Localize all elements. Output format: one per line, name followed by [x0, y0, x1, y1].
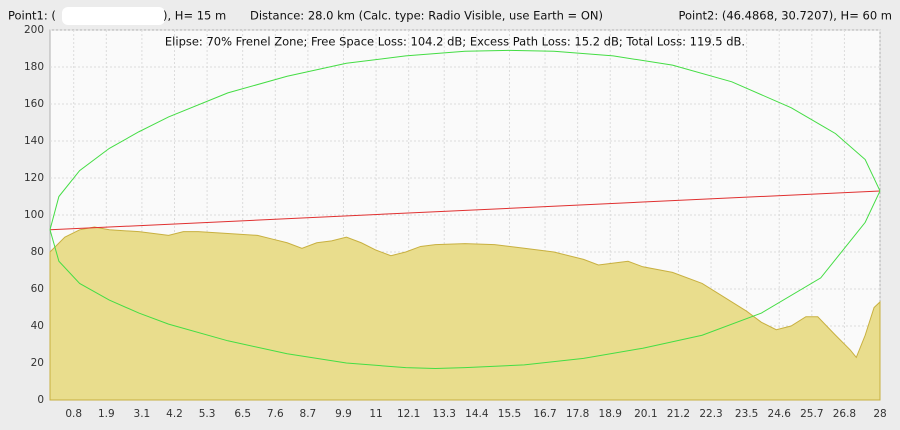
- y-tick-label: 140: [24, 135, 44, 147]
- marks: [49, 49, 881, 401]
- x-tick-label: 9.9: [335, 408, 352, 420]
- x-tick-label: 26.8: [833, 408, 856, 420]
- x-tick-label: 11: [369, 408, 382, 420]
- x-tick-label: 5.3: [199, 408, 216, 420]
- distance: Distance: 28.0 km (Calc. type: Radio Vis…: [250, 9, 603, 23]
- y-tick-label: 60: [31, 283, 44, 295]
- x-tick-label: 28: [873, 408, 886, 420]
- x-tick-label: 21.2: [667, 408, 690, 420]
- chart-subtitle: Elipse: 70% Frenel Zone; Free Space Loss…: [165, 35, 745, 49]
- x-tick-label: 20.1: [634, 408, 657, 420]
- y-tick-label: 40: [31, 320, 44, 332]
- x-tick-label: 16.7: [533, 408, 556, 420]
- x-tick-label: 6.5: [234, 408, 251, 420]
- x-tick-label: 15.5: [498, 408, 521, 420]
- point1-prefix: Point1: (: [8, 9, 56, 23]
- x-tick-label: 22.3: [699, 408, 722, 420]
- y-tick-label: 20: [31, 357, 44, 369]
- x-tick-label: 0.8: [65, 408, 82, 420]
- y-tick-label: 180: [24, 61, 44, 73]
- profile-line: [49, 190, 881, 370]
- x-tick-label: 17.8: [566, 408, 589, 420]
- x-tick-label: 12.1: [397, 408, 420, 420]
- profile-line: [49, 49, 881, 230]
- y-tick-label: 160: [24, 98, 44, 110]
- x-tick-label: 7.6: [267, 408, 284, 420]
- x-tick-label: 23.5: [735, 408, 758, 420]
- x-tick-label: 13.3: [433, 408, 456, 420]
- redacted-box: [62, 7, 165, 25]
- x-tick-label: 1.9: [98, 408, 115, 420]
- y-tick-label: 120: [24, 172, 44, 184]
- y-tick-label: 80: [31, 246, 44, 258]
- y-tick-label: 100: [24, 209, 44, 221]
- point1-suffix: ), H= 15 m: [163, 9, 226, 23]
- x-tick-label: 4.2: [166, 408, 183, 420]
- terrain-area: [49, 226, 881, 401]
- x-tick-label: 8.7: [300, 408, 317, 420]
- x-tick-label: 14.4: [465, 408, 489, 420]
- profile-line: [49, 190, 881, 231]
- point2: Point2: (46.4868, 30.7207), H= 60 m: [678, 9, 892, 23]
- y-tick-label: 200: [24, 24, 44, 36]
- x-tick-label: 18.9: [599, 408, 622, 420]
- x-tick-label: 3.1: [134, 408, 151, 420]
- y-tick-label: 0: [37, 394, 44, 406]
- x-tick-label: 24.6: [768, 408, 792, 420]
- x-tick-label: 25.7: [800, 408, 823, 420]
